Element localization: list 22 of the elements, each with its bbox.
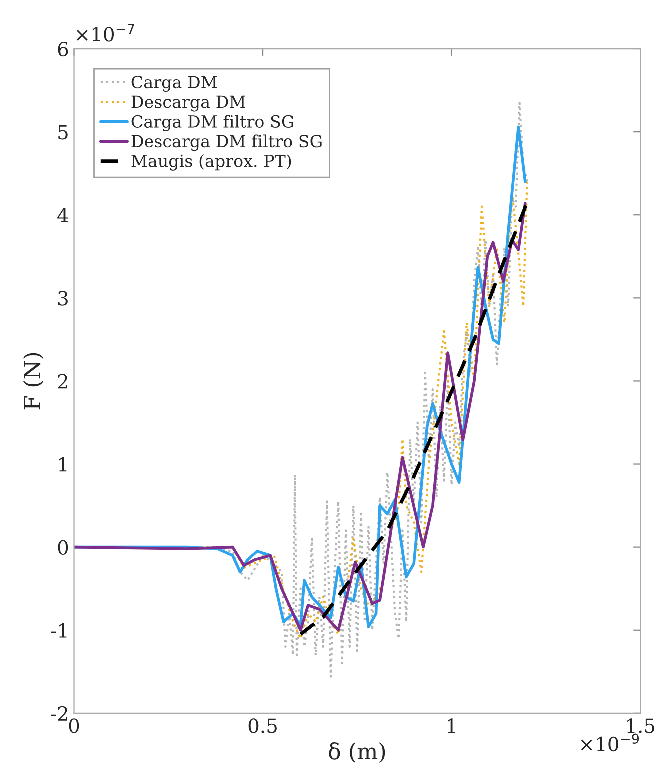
text: ×10$^{−9}$: [581, 734, 640, 752]
legend-label: Descarga DM filtro SG: [132, 134, 322, 152]
y-tick-label: 0: [58, 540, 68, 555]
legend-label: Carga DM filtro SG: [132, 115, 294, 132]
y-tick-label: -2: [51, 706, 68, 721]
y-tick-label: 6: [58, 42, 68, 57]
x-tick-label: 1: [448, 718, 456, 734]
x-axis-title: δ (m): [329, 742, 386, 764]
x-tick-label: 0.5: [248, 718, 277, 734]
y-tick-label: 3: [58, 291, 68, 306]
y-tick-label: 2: [58, 374, 68, 389]
y-axis-title: F (N): [23, 353, 44, 410]
legend-label: Descarga DM: [132, 96, 246, 112]
legend-label: Carga DM: [132, 76, 218, 92]
legend-label: Maugis (aprox. PT): [132, 154, 292, 171]
y-tick-label: 1: [59, 457, 67, 472]
text: ×10$^{−7}$: [76, 24, 134, 42]
x-tick-label: 1.5: [627, 718, 655, 734]
x-tick-label: 0: [69, 718, 80, 734]
y-tick-label: 4: [58, 208, 68, 223]
y-tick-label: 5: [58, 125, 68, 140]
y-tick-label: -1: [51, 623, 67, 638]
